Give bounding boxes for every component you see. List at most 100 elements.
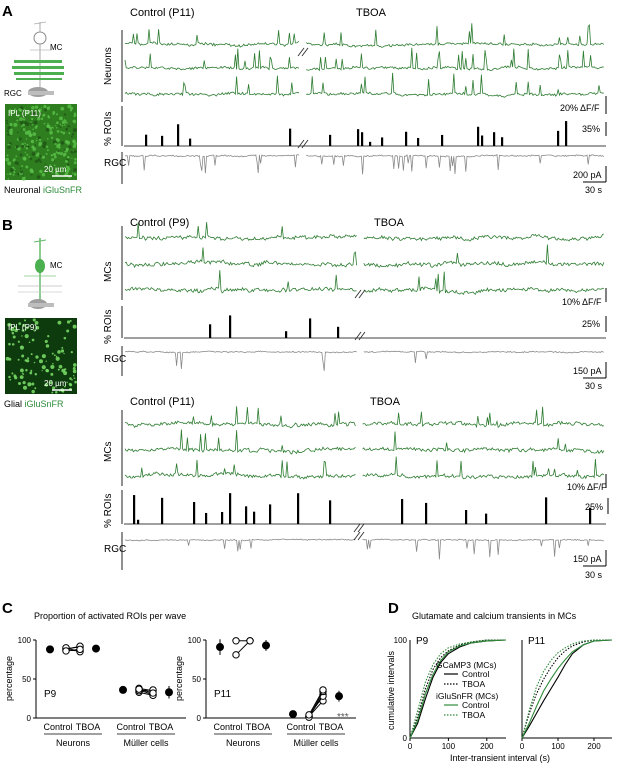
roi-bar (425, 502, 428, 524)
d-xtick-label: 200 (587, 742, 601, 751)
c-pair-point (246, 637, 254, 645)
row-label-rgc-a: RGC (104, 158, 126, 169)
c-mean-point (216, 643, 224, 652)
c-ytick-label: 100 (188, 636, 202, 645)
c-ylabel: percentage (174, 656, 184, 701)
current-scale-b: 150 pA (573, 366, 602, 376)
roi-bar (493, 132, 496, 146)
roi-bar (441, 134, 444, 146)
dff-scale-b2: 10% ΔF/F (567, 482, 607, 492)
c-category-label: Control (116, 722, 145, 732)
roi-bar (405, 131, 408, 146)
chart-d-p11: 0 100 200 P11 (520, 636, 613, 751)
row-label-mcs-b2: MCs (103, 441, 114, 462)
c-mean-point (262, 641, 270, 650)
panel-letter-b: B (2, 217, 13, 234)
mc-trace-b2-3 (124, 456, 605, 480)
current-scale-b2: 150 pA (573, 554, 602, 564)
roi-bar (289, 128, 292, 146)
c-subtitle: P9 (44, 689, 57, 700)
c-pair-point (232, 637, 240, 645)
panel-letter-d: D (388, 600, 399, 617)
d-series-line (521, 639, 613, 739)
roi-bar (133, 495, 136, 524)
time-scale-b: 30 s (585, 381, 603, 391)
rois-scale-b: 25% (582, 319, 600, 329)
caption-a-sensor: iGluSnFR (43, 185, 83, 195)
roi-bar (229, 315, 232, 338)
mc-label-b: MC (50, 261, 63, 270)
d-legend-label: TBOA (462, 679, 485, 689)
micrograph-scale-a: 20 µm (44, 165, 67, 174)
d-series-line (409, 639, 506, 739)
c-pair-point (135, 685, 143, 693)
c-pair-point (319, 686, 327, 694)
roi-bars-a (145, 121, 568, 146)
roi-bar (465, 510, 468, 524)
micrograph-label-b: IPL (P9) (8, 323, 37, 332)
roi-bar (137, 519, 140, 524)
c-pair-point (305, 711, 313, 719)
d-legend-label: TBOA (462, 710, 485, 720)
c-group-label: Neurons (56, 738, 91, 748)
roi-bar (361, 132, 364, 146)
c-category-label: TBOA (319, 722, 344, 732)
retina-schematic-a (12, 21, 64, 97)
roi-bar (269, 504, 272, 524)
roi-bar (417, 137, 420, 146)
c-ytick-label: 50 (192, 675, 201, 684)
roi-bar (221, 511, 224, 524)
row-label-rois-b: % ROIs (103, 310, 114, 344)
panel-letter-a: A (2, 3, 13, 20)
neuron-trace-a-1 (124, 23, 605, 48)
rgc-trace-a (124, 153, 605, 175)
roi-bar (589, 507, 592, 524)
c-ylabel: percentage (4, 656, 14, 701)
c-category-label: Control (213, 722, 242, 732)
d-series-line (521, 639, 612, 739)
roi-bar (369, 141, 372, 146)
c-category-label: TBOA (76, 722, 101, 732)
d-xtick-label: 100 (551, 742, 565, 751)
roi-bar (477, 126, 480, 146)
roi-bar (309, 318, 312, 338)
d-legend-header: GCaMP3 (MCs) (436, 660, 497, 670)
micrograph-texture-a (5, 104, 77, 181)
d-legend-header: iGluSnFR (MCs) (436, 691, 499, 701)
row-label-rgc-b2: RGC (104, 544, 126, 555)
c-mean-point (46, 645, 54, 654)
c-mean-point (92, 644, 100, 653)
roi-bar (161, 135, 164, 146)
rgc-trace-b (124, 350, 604, 371)
d-series-line (521, 639, 612, 739)
d-xtick-label: 0 (520, 742, 525, 751)
row-label-rois-b2: % ROIs (103, 494, 114, 528)
roi-bar (357, 129, 360, 146)
rois-scale-a: 35% (582, 124, 600, 134)
c-category-label: Control (43, 722, 72, 732)
break-mark-b (354, 289, 366, 341)
roi-bar (329, 500, 332, 524)
c-pair-point (232, 651, 240, 659)
roi-bars-b (209, 315, 340, 338)
roi-bar (297, 493, 300, 524)
mc-label-a: MC (50, 43, 63, 52)
break-mark-b2 (353, 523, 365, 541)
row-label-mcs-b: MCs (103, 261, 114, 282)
roi-bar (193, 502, 196, 524)
c-subtitle: P11 (214, 689, 231, 700)
d-xtick-label: 100 (442, 742, 456, 751)
roi-bar (177, 124, 180, 146)
c-pair-point (62, 647, 70, 655)
roi-bar (501, 137, 504, 146)
dff-scale-a: 20% ΔF/F (560, 103, 600, 113)
mc-trace-b-2 (124, 244, 605, 269)
c-category-label: Control (286, 722, 315, 732)
c-ytick-label: 50 (22, 675, 31, 684)
c-pair-line (308, 689, 324, 716)
significance-stars: *** (337, 712, 349, 723)
c-mean-point (289, 710, 297, 719)
mc-trace-b2-1 (124, 406, 604, 429)
roi-bar (329, 134, 332, 146)
